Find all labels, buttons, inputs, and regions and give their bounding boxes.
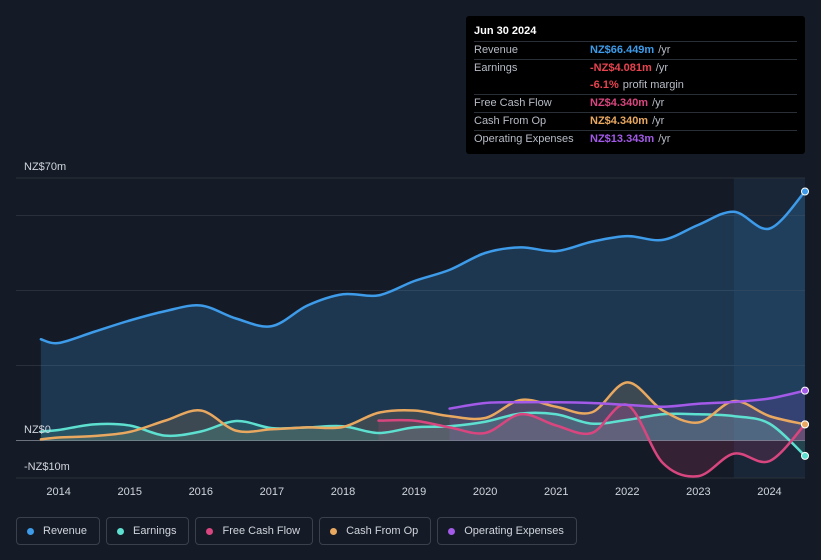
gridlines: [16, 177, 805, 479]
line-revenue: [39, 190, 807, 345]
series-lines: [39, 190, 807, 478]
x-axis-ticks: 2014 2015 2016 2017 2018 2019 2020 2021 2022 2023…: [46, 486, 781, 498]
tooltip-unit: /yr: [652, 97, 665, 109]
series-end-dots: [801, 187, 809, 460]
y-axis-bottom-label: -NZ$10m: [24, 461, 70, 473]
tooltip-unit: /yr: [652, 115, 665, 127]
x-tick-label: 2022: [615, 486, 639, 498]
tooltip-row-cash-from-op: Cash From Op NZ$4.340m /yr: [474, 112, 797, 130]
x-tick-label: 2018: [331, 486, 355, 498]
x-tick-label: 2021: [544, 486, 568, 498]
legend-item-operating-expenses[interactable]: Operating Expenses: [437, 517, 577, 545]
end-dot-cash-from-op: [801, 420, 809, 429]
y-axis-top-label: NZ$70m: [24, 161, 66, 173]
legend-dot-icon: [117, 527, 125, 535]
legend-item-free-cash-flow[interactable]: Free Cash Flow: [195, 517, 314, 545]
legend-label: Revenue: [43, 525, 88, 537]
tooltip-value: NZ$13.343m: [590, 133, 655, 145]
legend-label: Earnings: [133, 525, 177, 537]
tooltip-row-revenue: Revenue NZ$66.449m /yr: [474, 41, 797, 59]
tooltip-label: Cash From Op: [474, 115, 547, 127]
tooltip-row-profit-margin: -6.1% profit margin: [474, 77, 797, 94]
x-tick-label: 2020: [473, 486, 497, 498]
legend-label: Operating Expenses: [464, 525, 564, 537]
series-areas: [40, 191, 806, 477]
area-earnings: [40, 412, 806, 456]
tooltip-panel: Jun 30 2024 Revenue NZ$66.449m /yr Earni…: [466, 16, 805, 154]
legend-dot-icon: [206, 527, 214, 535]
tooltip-label: Operating Expenses: [474, 133, 574, 145]
x-tick-label: 2015: [117, 486, 141, 498]
legend-item-cash-from-op[interactable]: Cash From Op: [319, 517, 432, 545]
tooltip-label: Earnings: [474, 62, 518, 74]
y-axis-zero-label: NZ$0: [24, 424, 51, 436]
tooltip-value: NZ$66.449m: [590, 44, 655, 56]
area-cash-from-op: [40, 382, 806, 441]
end-dot-earnings: [801, 451, 809, 460]
tooltip-row-earnings: Earnings -NZ$4.081m /yr: [474, 59, 797, 77]
x-tick-label: 2023: [686, 486, 710, 498]
tooltip-label: Free Cash Flow: [474, 97, 552, 109]
tooltip-unit: /yr: [655, 62, 668, 74]
line-earnings: [39, 411, 807, 458]
x-tick-label: 2017: [260, 486, 284, 498]
tooltip-unit: /yr: [658, 44, 671, 56]
tooltip-date: Jun 30 2024: [474, 25, 537, 37]
tooltip-value: NZ$4.340m: [590, 97, 649, 109]
tooltip-label: Revenue: [474, 44, 519, 56]
legend-label: Free Cash Flow: [222, 525, 301, 537]
area-free-cash-flow: [378, 404, 805, 477]
tooltip-value: NZ$4.340m: [590, 115, 649, 127]
x-tick-label: 2016: [189, 486, 213, 498]
tooltip-value: -6.1%: [590, 79, 619, 91]
x-tick-label: 2014: [46, 486, 70, 498]
line-operating-expenses: [448, 389, 807, 410]
legend-dot-icon: [330, 527, 338, 535]
end-dot-revenue: [801, 187, 809, 196]
tooltip-value: -NZ$4.081m: [590, 62, 652, 74]
tooltip-unit: profit margin: [622, 79, 684, 91]
line-cash-from-op: [39, 381, 807, 441]
tooltip-label: [474, 77, 590, 94]
legend-label: Cash From Op: [346, 525, 419, 537]
x-tick-label: 2024: [757, 486, 781, 498]
legend: Revenue Earnings Free Cash Flow Cash Fro…: [16, 517, 577, 547]
tooltip-unit: /yr: [658, 133, 671, 145]
legend-dot-icon: [27, 527, 34, 535]
line-free-cash-flow: [377, 403, 807, 478]
tooltip-row-operating-expenses: Operating Expenses NZ$13.343m /yr: [474, 130, 797, 148]
x-tick-label: 2019: [402, 486, 426, 498]
area-revenue: [40, 191, 806, 441]
end-dot-operating-expenses: [801, 386, 809, 395]
legend-item-revenue[interactable]: Revenue: [16, 517, 101, 545]
legend-dot-icon: [448, 527, 456, 535]
legend-item-earnings[interactable]: Earnings: [106, 517, 190, 545]
tooltip-row-free-cash-flow: Free Cash Flow NZ$4.340m /yr: [474, 94, 797, 112]
